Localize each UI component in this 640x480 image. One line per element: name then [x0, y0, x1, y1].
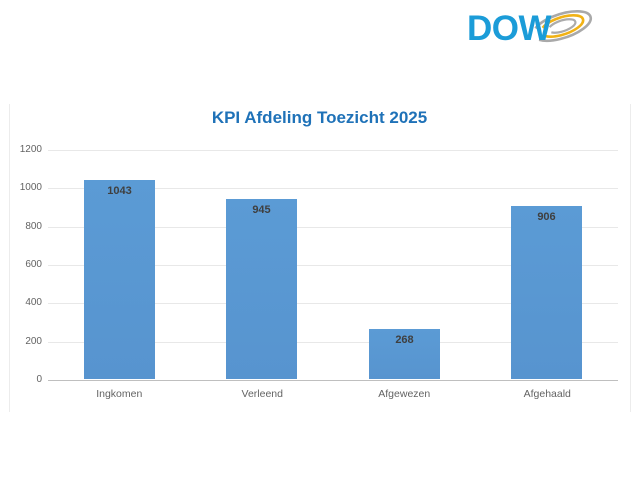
- gridline: [48, 188, 618, 189]
- gridline: [48, 227, 618, 228]
- chart-title: KPI Afdeling Toezicht 2025: [211, 108, 428, 127]
- bar-verleend: 945: [226, 199, 297, 379]
- gridline: [48, 150, 618, 151]
- y-tick-label: 200: [25, 336, 42, 347]
- logo-arc-middle: [541, 14, 585, 38]
- bar-afgewezen: 268: [369, 329, 440, 379]
- y-tick-label: 800: [25, 221, 42, 232]
- x-axis-label: Afgehaald: [523, 388, 571, 400]
- x-axis-label: Verleend: [241, 388, 283, 400]
- x-axis-baseline: [48, 380, 618, 381]
- bar-ingkomen: 1043: [84, 180, 155, 379]
- logo-arc-inner: [548, 18, 577, 34]
- bar-value-label: 268: [395, 334, 414, 346]
- dow-logo: DOW: [468, 9, 593, 48]
- logo-swoosh-arcs: [534, 10, 593, 42]
- y-tick-label: 0: [36, 374, 42, 385]
- gridline: [48, 342, 618, 343]
- logo-text: DOW: [468, 9, 552, 48]
- gridline: [48, 303, 618, 304]
- y-tick-label: 1000: [19, 182, 42, 193]
- y-tick-label: 600: [25, 259, 42, 270]
- y-tick-label: 400: [25, 297, 42, 308]
- y-tick-label: 1200: [19, 144, 42, 155]
- bar-value-label: 906: [537, 211, 556, 223]
- logo-arc-outer: [534, 10, 593, 42]
- bar-afgehaald: 906: [511, 206, 582, 379]
- chart-frame: [9, 104, 631, 412]
- bar-value-label: 1043: [107, 185, 132, 197]
- gridline: [48, 265, 618, 266]
- x-axis-label: Ingkomen: [96, 388, 143, 400]
- x-axis-label: Afgewezen: [378, 388, 431, 400]
- bar-value-label: 945: [252, 204, 271, 216]
